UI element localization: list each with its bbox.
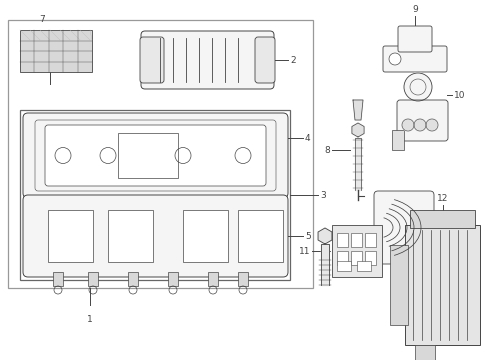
Text: 3: 3	[319, 190, 325, 199]
Text: 4: 4	[305, 134, 310, 143]
Bar	[356, 261, 370, 271]
Bar	[48, 210, 93, 262]
FancyBboxPatch shape	[382, 46, 446, 72]
FancyBboxPatch shape	[23, 195, 287, 277]
Circle shape	[403, 73, 431, 101]
Bar	[8, 20, 312, 288]
Bar	[414, 345, 434, 360]
Text: 8: 8	[324, 145, 329, 154]
Text: 6: 6	[353, 258, 359, 267]
FancyBboxPatch shape	[397, 26, 431, 52]
Text: 2: 2	[289, 55, 295, 64]
FancyBboxPatch shape	[373, 191, 433, 264]
Bar	[389, 245, 407, 325]
Bar	[183, 210, 227, 262]
Text: 13: 13	[451, 223, 463, 232]
Circle shape	[388, 53, 400, 65]
Bar	[391, 130, 403, 150]
Bar	[108, 210, 153, 262]
Bar	[350, 251, 361, 265]
FancyBboxPatch shape	[45, 125, 265, 186]
FancyBboxPatch shape	[140, 37, 163, 83]
Circle shape	[401, 119, 413, 131]
Text: 5: 5	[305, 231, 310, 240]
Bar	[53, 272, 63, 286]
Bar	[336, 251, 347, 265]
Text: 9: 9	[411, 5, 417, 14]
Bar	[404, 225, 479, 345]
FancyBboxPatch shape	[141, 31, 273, 89]
Bar	[168, 272, 178, 286]
Text: 10: 10	[453, 90, 465, 99]
Circle shape	[413, 119, 425, 131]
Text: 1: 1	[87, 315, 93, 324]
Circle shape	[175, 148, 191, 163]
Bar	[336, 261, 350, 271]
Bar	[20, 30, 92, 72]
Bar	[336, 233, 347, 247]
FancyBboxPatch shape	[396, 100, 447, 141]
Bar	[207, 272, 218, 286]
Circle shape	[235, 148, 250, 163]
Bar	[409, 210, 474, 228]
Polygon shape	[320, 244, 328, 285]
Circle shape	[100, 148, 116, 163]
Bar	[20, 110, 289, 280]
Polygon shape	[351, 123, 364, 137]
Bar	[238, 210, 283, 262]
Circle shape	[55, 148, 71, 163]
Polygon shape	[352, 100, 362, 120]
Bar	[118, 133, 178, 178]
Bar	[331, 225, 381, 277]
Bar	[238, 272, 247, 286]
Text: 11: 11	[298, 247, 309, 256]
Circle shape	[425, 119, 437, 131]
FancyBboxPatch shape	[254, 37, 274, 83]
Bar	[364, 233, 375, 247]
FancyBboxPatch shape	[23, 113, 287, 198]
Bar	[128, 272, 138, 286]
Polygon shape	[354, 138, 360, 190]
Text: 7: 7	[39, 15, 45, 24]
Bar	[350, 233, 361, 247]
Bar	[88, 272, 98, 286]
Text: 12: 12	[436, 194, 447, 203]
Bar	[364, 251, 375, 265]
Polygon shape	[317, 228, 331, 244]
